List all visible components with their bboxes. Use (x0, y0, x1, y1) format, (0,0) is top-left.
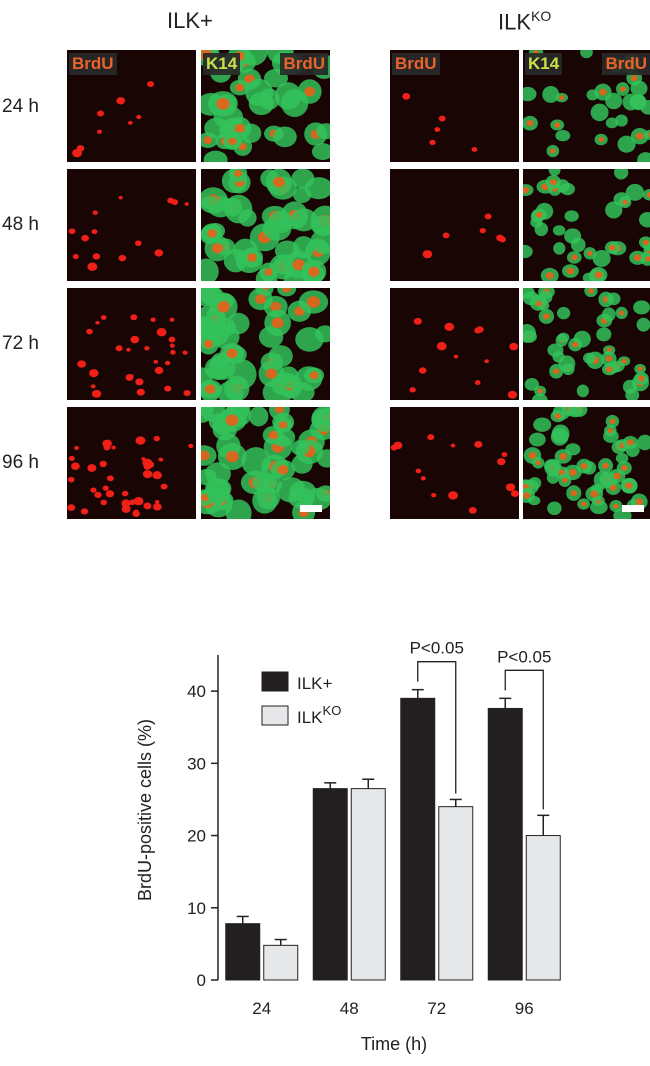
x-tick-label: 96 (515, 999, 534, 1018)
chart-annotations: P<0.05 P<0.05 (410, 639, 551, 810)
scale-bar (622, 505, 644, 512)
x-tick-label: 72 (427, 999, 446, 1018)
bar (400, 697, 436, 981)
row-label-72h: 72 h (2, 333, 39, 354)
y-tick-label: 20 (187, 827, 206, 846)
micrograph-panel: BrdU (67, 50, 196, 162)
bar (487, 707, 523, 981)
micrograph-panel: K14 BrdU (523, 50, 650, 162)
micrograph-panel (201, 407, 330, 519)
channel-label: K14 (525, 53, 563, 75)
y-tick-label: 0 (197, 971, 206, 990)
chart-legend: ILK+ ILKKO (261, 671, 341, 727)
x-tick-label: 24 (252, 999, 271, 1018)
row-label-96h: 96 h (2, 452, 39, 473)
micrograph-panel (67, 288, 196, 400)
significance-label: P<0.05 (410, 639, 464, 658)
micrograph-panel (390, 407, 519, 519)
channel-label: BrdU (280, 53, 328, 75)
micrograph-panel (523, 407, 650, 519)
micrograph-panel (523, 288, 650, 400)
row-label-48h: 48 h (2, 214, 39, 235)
channel-label: K14 (203, 53, 241, 75)
condition-title-ilk-plus: ILK+ (167, 8, 213, 34)
y-tick-label: 30 (187, 754, 206, 773)
significance-bracket (417, 661, 457, 794)
legend-label: ILK+ (297, 674, 333, 693)
channel-label: BrdU (392, 53, 440, 75)
bar (263, 944, 299, 981)
condition-title-sup: KO (531, 8, 552, 24)
condition-title-ilk-ko: ILKKO (498, 8, 551, 35)
chart-bars: 24 48 72 96 (225, 688, 561, 1018)
micrograph-panel: BrdU (390, 50, 519, 162)
micrograph-panel (201, 169, 330, 281)
channel-label: BrdU (602, 53, 650, 75)
channel-label: BrdU (69, 53, 117, 75)
micrograph-panel (67, 407, 196, 519)
bar (312, 788, 348, 981)
micrograph-panel (201, 288, 330, 400)
micrograph-panel (67, 169, 196, 281)
legend-label: ILKKO (297, 703, 341, 727)
x-axis-title: Time (h) (361, 1034, 427, 1054)
legend-swatch (261, 705, 289, 726)
micrograph-panel (390, 169, 519, 281)
y-axis-title: BrdU-positive cells (%) (135, 719, 155, 901)
micrograph-panel: K14 BrdU (201, 50, 330, 162)
bar (225, 923, 261, 981)
y-tick-label: 10 (187, 899, 206, 918)
condition-title-base: ILK+ (167, 8, 213, 33)
significance-bracket (504, 669, 544, 810)
chart-axes: 0 10 20 30 40 (187, 655, 219, 990)
bar (525, 835, 561, 981)
condition-title-base: ILK (498, 9, 532, 35)
significance-label: P<0.05 (497, 647, 551, 666)
micrograph-panel (523, 169, 650, 281)
scale-bar (300, 505, 322, 512)
legend-swatch (261, 671, 289, 692)
x-tick-label: 48 (340, 999, 359, 1018)
micrograph-panel (390, 288, 519, 400)
bar (438, 806, 474, 981)
row-label-24h: 24 h (2, 96, 39, 117)
bar (350, 788, 386, 981)
y-tick-label: 40 (187, 682, 206, 701)
